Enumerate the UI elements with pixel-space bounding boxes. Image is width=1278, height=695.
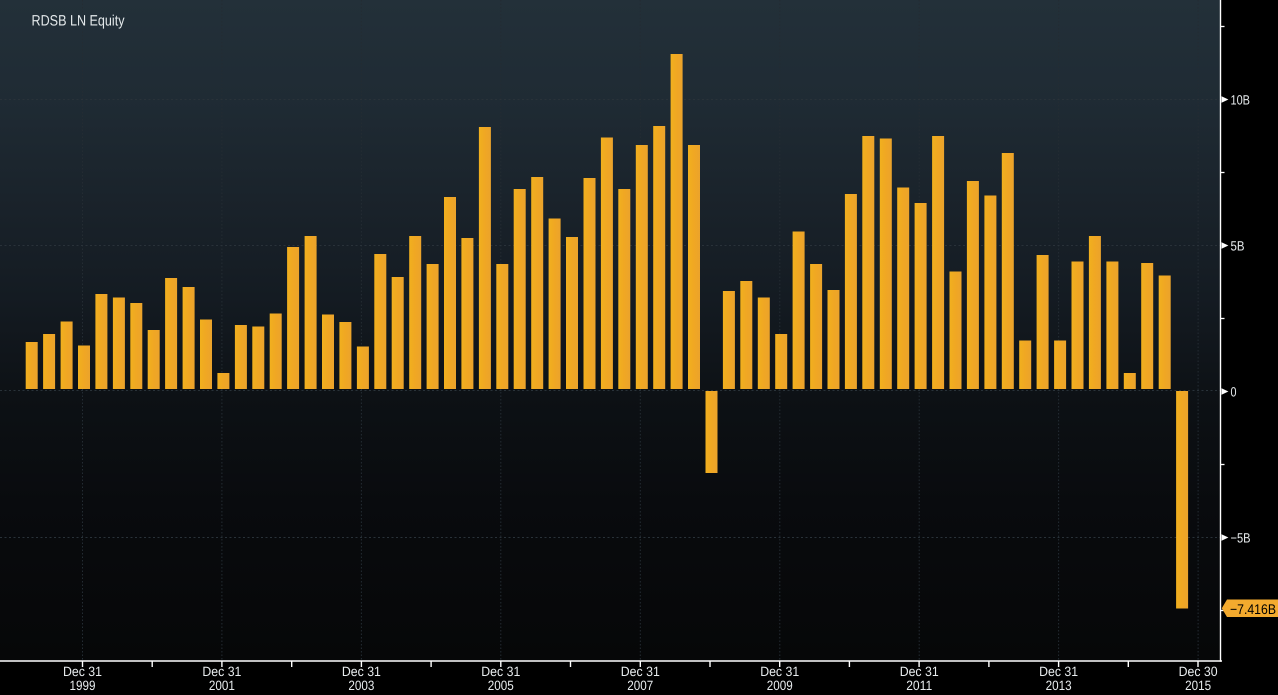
svg-text:1999: 1999 <box>70 678 96 693</box>
svg-text:Dec 31: Dec 31 <box>621 664 660 679</box>
svg-text:2013: 2013 <box>1046 678 1072 693</box>
svg-text:Dec 31: Dec 31 <box>202 664 241 679</box>
svg-text:−5B: −5B <box>1231 531 1251 546</box>
svg-text:2009: 2009 <box>767 678 793 693</box>
svg-text:2005: 2005 <box>488 678 514 693</box>
svg-text:Dec 31: Dec 31 <box>1039 664 1078 679</box>
svg-text:Dec 30: Dec 30 <box>1179 664 1218 679</box>
svg-text:2001: 2001 <box>209 678 235 693</box>
svg-text:2007: 2007 <box>627 678 653 693</box>
svg-text:Dec 31: Dec 31 <box>342 664 381 679</box>
svg-text:Dec 31: Dec 31 <box>900 664 939 679</box>
svg-text:2003: 2003 <box>348 678 374 693</box>
svg-text:2011: 2011 <box>906 678 932 693</box>
svg-text:10B: 10B <box>1231 93 1251 108</box>
svg-text:RDSB LN Equity: RDSB LN Equity <box>32 12 125 29</box>
svg-text:0: 0 <box>1231 385 1237 400</box>
svg-text:5B: 5B <box>1231 239 1245 254</box>
svg-text:Dec 31: Dec 31 <box>481 664 520 679</box>
svg-text:Dec 31: Dec 31 <box>63 664 102 679</box>
svg-text:Dec 31: Dec 31 <box>760 664 799 679</box>
svg-text:−7.416B: −7.416B <box>1230 601 1276 617</box>
svg-text:2015: 2015 <box>1185 678 1211 693</box>
